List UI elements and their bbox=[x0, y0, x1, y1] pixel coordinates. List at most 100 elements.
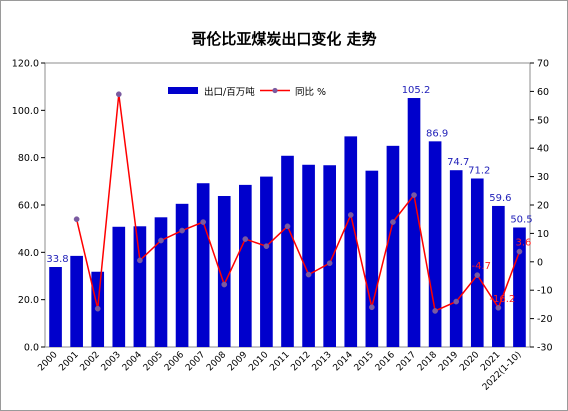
legend-marker-yoy bbox=[272, 87, 278, 94]
bar-data-label: 59.6 bbox=[489, 193, 511, 204]
line-data-label: -16.2 bbox=[489, 294, 515, 305]
bar bbox=[239, 184, 252, 347]
x-tick-label: 2000 bbox=[36, 350, 59, 373]
yoy-marker bbox=[73, 216, 80, 223]
chart-title: 哥伦比亚煤炭出口变化 走势 bbox=[191, 30, 376, 48]
x-tick-label: 2006 bbox=[163, 350, 186, 373]
y-right-tick-label: 0 bbox=[537, 257, 543, 268]
yoy-marker bbox=[179, 227, 185, 234]
x-tick-label: 2017 bbox=[395, 350, 418, 373]
bar bbox=[70, 255, 83, 347]
yoy-marker bbox=[432, 308, 438, 314]
bar bbox=[492, 205, 505, 347]
x-tick-label: 2007 bbox=[184, 350, 207, 373]
y-right-tick-label: 60 bbox=[537, 87, 549, 98]
bar bbox=[323, 165, 336, 347]
yoy-marker bbox=[326, 260, 333, 267]
y-right-tick-label: 10 bbox=[537, 229, 549, 240]
x-tick-label: 2009 bbox=[226, 350, 249, 373]
bar bbox=[386, 145, 400, 347]
y-left-tick-label: 120.0 bbox=[12, 59, 39, 70]
yoy-marker bbox=[137, 257, 143, 264]
bar bbox=[281, 155, 294, 347]
bar bbox=[196, 183, 210, 347]
legend: 出口/百万吨 同比 % bbox=[168, 86, 326, 98]
x-tick-label: 2013 bbox=[311, 350, 334, 373]
yoy-marker bbox=[284, 223, 291, 230]
bar bbox=[133, 226, 147, 347]
yoy-marker bbox=[115, 91, 122, 98]
bar bbox=[112, 226, 126, 347]
yoy-marker bbox=[347, 212, 354, 218]
legend-label-yoy: 同比 % bbox=[295, 86, 326, 98]
x-tick-label: 2018 bbox=[416, 350, 439, 373]
yoy-marker bbox=[453, 298, 460, 305]
legend-swatch-exports bbox=[168, 87, 198, 94]
x-tick-label: 2019 bbox=[437, 350, 460, 373]
y-right-tick-label: 30 bbox=[537, 172, 549, 183]
bar bbox=[428, 141, 442, 347]
legend-label-exports: 出口/百万吨 bbox=[204, 86, 255, 98]
line-data-label: 3.6 bbox=[516, 238, 532, 249]
y-right-tick-label: 20 bbox=[537, 201, 549, 212]
bar-data-label: 86.9 bbox=[426, 128, 448, 139]
yoy-marker bbox=[368, 304, 375, 311]
x-tick-label: 2011 bbox=[268, 350, 291, 373]
x-tick-label: 2004 bbox=[121, 350, 144, 373]
bar bbox=[513, 227, 526, 347]
bar bbox=[49, 267, 62, 347]
x-tick-label: 2008 bbox=[205, 350, 228, 373]
x-tick-label: 2003 bbox=[100, 350, 123, 373]
x-tick-label: 2010 bbox=[247, 350, 270, 373]
yoy-marker bbox=[390, 219, 396, 225]
y-right-tick-label: -10 bbox=[537, 286, 553, 297]
yoy-marker bbox=[263, 243, 270, 250]
x-tick-label: 2012 bbox=[289, 350, 312, 373]
bar bbox=[344, 136, 358, 347]
y-right-tick-label: 50 bbox=[537, 115, 549, 126]
bar bbox=[217, 196, 231, 347]
bar bbox=[154, 217, 168, 347]
bar bbox=[470, 178, 484, 347]
yoy-marker bbox=[200, 219, 207, 225]
bar bbox=[407, 98, 421, 347]
yoy-marker bbox=[158, 237, 164, 244]
line-data-label: -4.7 bbox=[472, 261, 492, 272]
bar bbox=[449, 170, 463, 347]
x-tick-label: 2005 bbox=[142, 350, 165, 373]
bar-data-label: 33.8 bbox=[46, 254, 68, 265]
x-tick-label: 2001 bbox=[57, 350, 80, 373]
yoy-marker bbox=[411, 192, 417, 198]
x-tick-label: 2015 bbox=[353, 350, 376, 373]
yoy-marker bbox=[474, 272, 481, 278]
yoy-marker bbox=[242, 236, 249, 242]
bar-data-label: 50.5 bbox=[510, 214, 532, 225]
bar bbox=[175, 203, 189, 347]
y-left-tick-label: 80.0 bbox=[18, 153, 39, 164]
x-tick-label: 2014 bbox=[332, 350, 355, 373]
yoy-marker bbox=[495, 304, 502, 311]
y-right-tick-label: -20 bbox=[537, 314, 553, 325]
x-tick-label: 2016 bbox=[374, 350, 397, 373]
y-left-tick-label: 100.0 bbox=[12, 106, 39, 117]
bar-data-label: 105.2 bbox=[402, 85, 431, 96]
plot-area: 0.0 20.0 40.0 60.0 80.0 100.0 120.0 -30 -20 -10 0 1… bbox=[12, 59, 553, 393]
bar bbox=[365, 170, 379, 347]
y-right-tick-label: -30 bbox=[537, 343, 553, 354]
yoy-marker bbox=[94, 305, 101, 312]
y-left-tick-label: 40.0 bbox=[18, 248, 39, 259]
bar bbox=[260, 176, 273, 347]
yoy-marker bbox=[305, 271, 312, 278]
y-left-tick-label: 0.0 bbox=[24, 343, 39, 354]
x-tick-label: 2002 bbox=[79, 350, 102, 373]
yoy-marker bbox=[516, 248, 523, 255]
y-left-tick-label: 60.0 bbox=[18, 201, 39, 212]
bar-data-label: 74.7 bbox=[447, 157, 469, 168]
y-right-tick-label: 70 bbox=[537, 59, 549, 70]
yoy-marker bbox=[221, 281, 228, 288]
y-left-tick-label: 20.0 bbox=[18, 295, 39, 306]
x-tick-label: 2020 bbox=[458, 350, 481, 373]
bar bbox=[302, 164, 315, 347]
bar-data-label: 71.2 bbox=[468, 165, 490, 176]
